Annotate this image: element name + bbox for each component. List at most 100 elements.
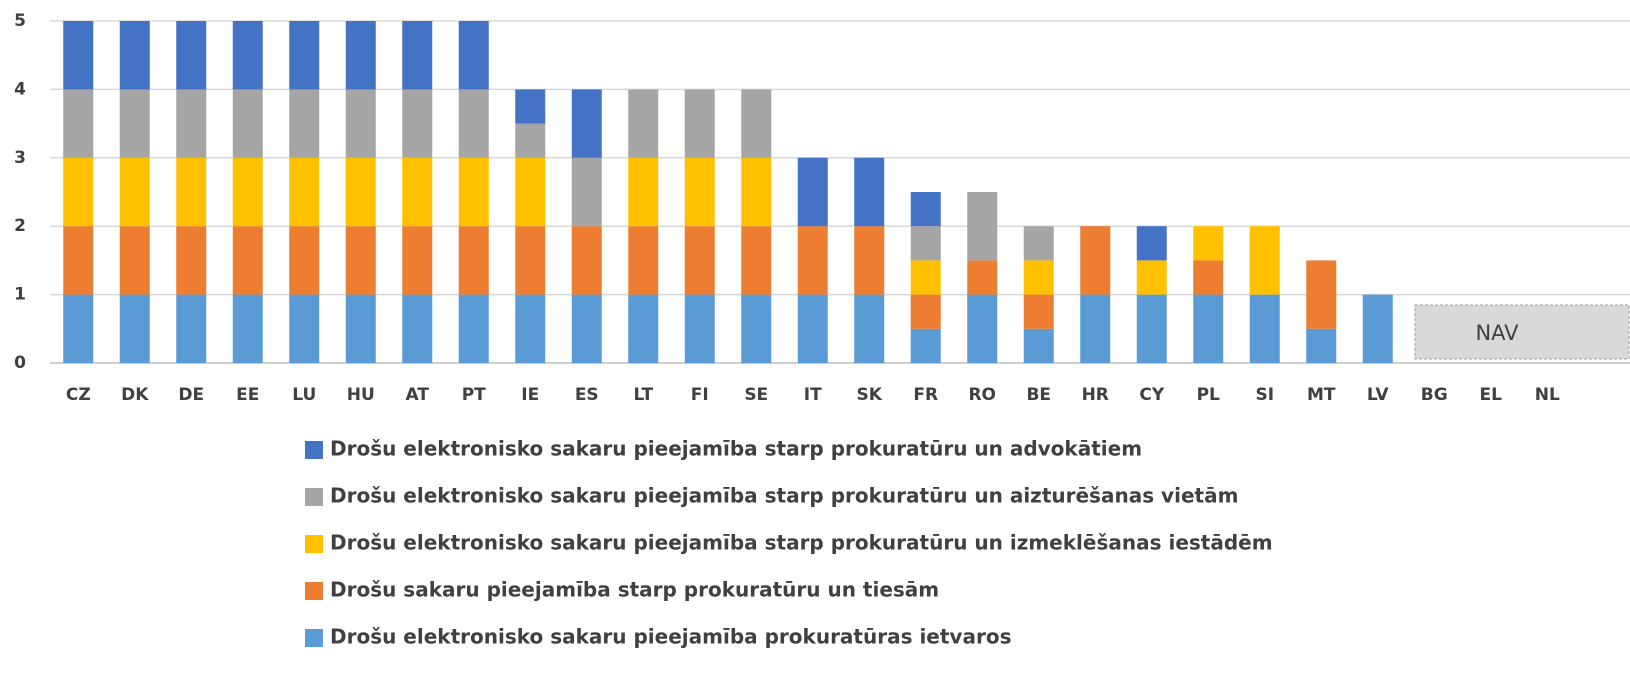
x-tick-label: AT [406, 385, 430, 405]
bar-segment [741, 294, 772, 363]
bar-segment [176, 21, 207, 90]
bar-segment [628, 226, 659, 295]
legend-swatch [305, 441, 323, 459]
bar-segment [515, 294, 546, 363]
bar-segment [458, 157, 489, 227]
bar-segment [1023, 260, 1054, 295]
bar-segment [232, 89, 263, 158]
bar-segment [402, 157, 433, 227]
bar-segment [571, 294, 602, 363]
x-tick-label: EE [236, 385, 259, 405]
legend-label: Drošu sakaru pieejamība starp prokuratūr… [330, 578, 939, 602]
bar-segment [515, 89, 546, 124]
x-tick-label: PL [1197, 385, 1220, 405]
bar-segment [458, 226, 489, 295]
x-tick-label: SE [744, 385, 768, 405]
bar-segment [458, 21, 489, 90]
bar-segment [1249, 226, 1280, 295]
x-tick-label: FR [913, 385, 938, 405]
legend-swatch [305, 629, 323, 647]
bar-segment [458, 89, 489, 158]
x-tick-label: FI [691, 385, 709, 405]
legend-label: Drošu elektronisko sakaru pieejamība sta… [330, 484, 1238, 508]
y-tick-label: 4 [14, 79, 26, 99]
y-tick-label: 1 [14, 285, 26, 305]
bar-segment [1249, 294, 1280, 363]
bar-segment [1306, 328, 1337, 363]
bar-segment [628, 157, 659, 227]
bar-segment [232, 226, 263, 295]
bar-segment [63, 21, 94, 90]
bar-segment [63, 89, 94, 158]
bar-segment [571, 89, 602, 158]
bar-segment [63, 157, 94, 227]
bar-segment [345, 157, 376, 227]
bar-segment [119, 157, 150, 227]
legend-label: Drošu elektronisko sakaru pieejamība pro… [330, 625, 1011, 649]
x-tick-label: DK [121, 385, 149, 405]
bar-segment [741, 226, 772, 295]
bar-segment [289, 89, 320, 158]
bar-segment [63, 294, 94, 363]
bar-segment [119, 226, 150, 295]
x-tick-label: LT [633, 385, 653, 405]
bar-segment [119, 294, 150, 363]
bar-segment [571, 226, 602, 295]
bar-segment [628, 294, 659, 363]
bar-segment [1193, 260, 1224, 295]
bar-segment [515, 123, 546, 158]
bar-segment [1362, 294, 1393, 363]
x-tick-label: LU [292, 385, 316, 405]
bar-segment [345, 89, 376, 158]
bar-segment [628, 89, 659, 158]
bar-segment [402, 294, 433, 363]
x-tick-label: LV [1367, 385, 1389, 405]
x-tick-label: EL [1480, 385, 1503, 405]
bar-segment [1136, 226, 1167, 261]
bar-segment [402, 226, 433, 295]
x-tick-label: NL [1535, 385, 1560, 405]
bar-segment [910, 260, 941, 295]
bar-segment [458, 294, 489, 363]
bar-segment [854, 226, 885, 295]
x-tick-label: ES [575, 385, 599, 405]
x-tick-label: DE [178, 385, 204, 405]
bar-segment [1023, 328, 1054, 363]
bar-segment [910, 226, 941, 261]
bar-segment [741, 89, 772, 158]
bar-segment [910, 192, 941, 227]
x-tick-label: MT [1307, 385, 1336, 405]
y-tick-label: 2 [14, 216, 26, 236]
bar-segment [176, 89, 207, 158]
bar-segment [402, 21, 433, 90]
bar-segment [515, 157, 546, 227]
bar-segment [289, 157, 320, 227]
x-tick-label: PT [462, 385, 486, 405]
x-tick-label: SI [1255, 385, 1274, 405]
bar-segment [232, 157, 263, 227]
bar-segment [345, 21, 376, 90]
x-tick-label: BE [1026, 385, 1051, 405]
legend-label: Drošu elektronisko sakaru pieejamība sta… [330, 531, 1273, 555]
legend-swatch [305, 535, 323, 553]
bar-segment [684, 89, 715, 158]
bar-segment [854, 157, 885, 227]
bar-segment [1023, 226, 1054, 261]
annotation: NAV [1475, 321, 1519, 345]
x-tick-label: IT [804, 385, 822, 405]
y-tick-label: 0 [14, 353, 26, 373]
bar-segment [345, 226, 376, 295]
bar-segment [571, 157, 602, 227]
x-tick-label: CY [1139, 385, 1164, 405]
x-tick-label: IE [521, 385, 539, 405]
x-tick-label: CZ [66, 385, 91, 405]
legend-swatch [305, 488, 323, 506]
bar-segment [1023, 294, 1054, 329]
bar-segment [1080, 226, 1111, 295]
annotation-box [1414, 304, 1630, 360]
bar-segment [741, 157, 772, 227]
legend-label: Drošu elektronisko sakaru pieejamība sta… [330, 437, 1142, 461]
bar-segment [967, 260, 998, 295]
legend-swatch [305, 582, 323, 600]
